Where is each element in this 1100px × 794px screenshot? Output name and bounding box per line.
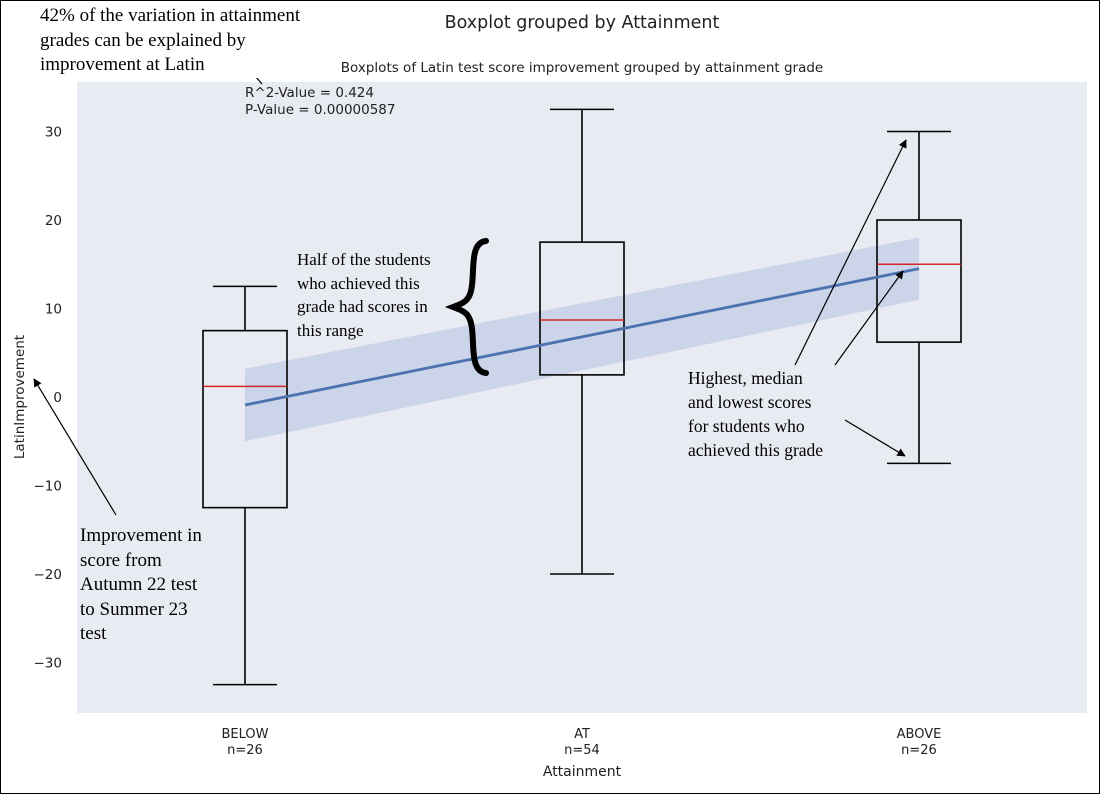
annotation-variation: 42% of the variation in attainment grade… [40, 4, 301, 78]
iqr-box [876, 219, 962, 343]
annotation-line: Autumn 22 test [80, 574, 198, 595]
annotation-line: achieved this grade [688, 440, 824, 460]
annotation-line: and lowest scores [688, 392, 812, 412]
annotation-line: grade had scores in [297, 297, 428, 316]
box-at [539, 108, 625, 575]
y-tick-label: 20 [45, 213, 62, 229]
y-tick-label: 30 [45, 125, 62, 141]
y-tick-label: −10 [34, 479, 63, 495]
x-tick-label: BELOW [222, 727, 269, 742]
box-above [876, 130, 962, 465]
box-below [202, 285, 288, 686]
annotation-line: grades can be explained by [40, 29, 246, 51]
x-tick-count: n=26 [901, 743, 937, 758]
annotation-line: for students who [688, 416, 805, 436]
x-tick-count: n=54 [564, 743, 600, 758]
annotation-line: who achieved this [297, 273, 420, 293]
regression-line [244, 267, 920, 407]
annotation-line: 42% of the variation in attainment [40, 5, 301, 26]
chart-title: Boxplot grouped by Attainment [445, 13, 720, 33]
annotation-line: to Summer 23 [80, 598, 188, 620]
x-axis-label: Attainment [543, 764, 622, 780]
y-axis-label: LatinImprovement [12, 335, 28, 459]
arrow-to-highest [794, 139, 907, 366]
iqr-box [202, 329, 288, 509]
chart-subtitle: Boxplots of Latin test score improvement… [341, 60, 823, 76]
annotation-line: test [80, 623, 107, 644]
y-tick-label: −20 [34, 567, 63, 583]
annotation-line: score from [80, 549, 162, 571]
annotation-line: improvement at Latin [40, 54, 205, 75]
arrow-to-y-axis [33, 378, 117, 516]
annotation-improvement: Improvement in score from Autumn 22 test… [80, 524, 202, 647]
r-squared-text: R^2-Value = 0.424 [245, 85, 374, 101]
confidence-band [245, 237, 919, 442]
x-tick-label: AT [574, 727, 590, 742]
annotation-extremes: Highest, median and lowest scores for st… [688, 366, 823, 462]
arrow-to-median [834, 270, 904, 366]
y-tick-label: −30 [34, 656, 63, 672]
annotation-half: Half of the students who achieved this g… [297, 248, 431, 342]
annotation-line: this range [297, 320, 364, 340]
iqr-box [539, 241, 625, 376]
p-value-text: P-Value = 0.00000587 [245, 102, 395, 118]
arrow-to-lowest [844, 419, 906, 457]
y-tick-label: 10 [45, 302, 62, 318]
annotation-line: Improvement in [80, 525, 202, 546]
x-tick-label: ABOVE [897, 727, 942, 742]
annotation-line: Half of the students [297, 250, 431, 269]
annotation-line: Highest, median [688, 368, 803, 388]
y-tick-label: 0 [53, 390, 62, 406]
range-brace [444, 238, 489, 376]
x-tick-count: n=26 [227, 743, 263, 758]
